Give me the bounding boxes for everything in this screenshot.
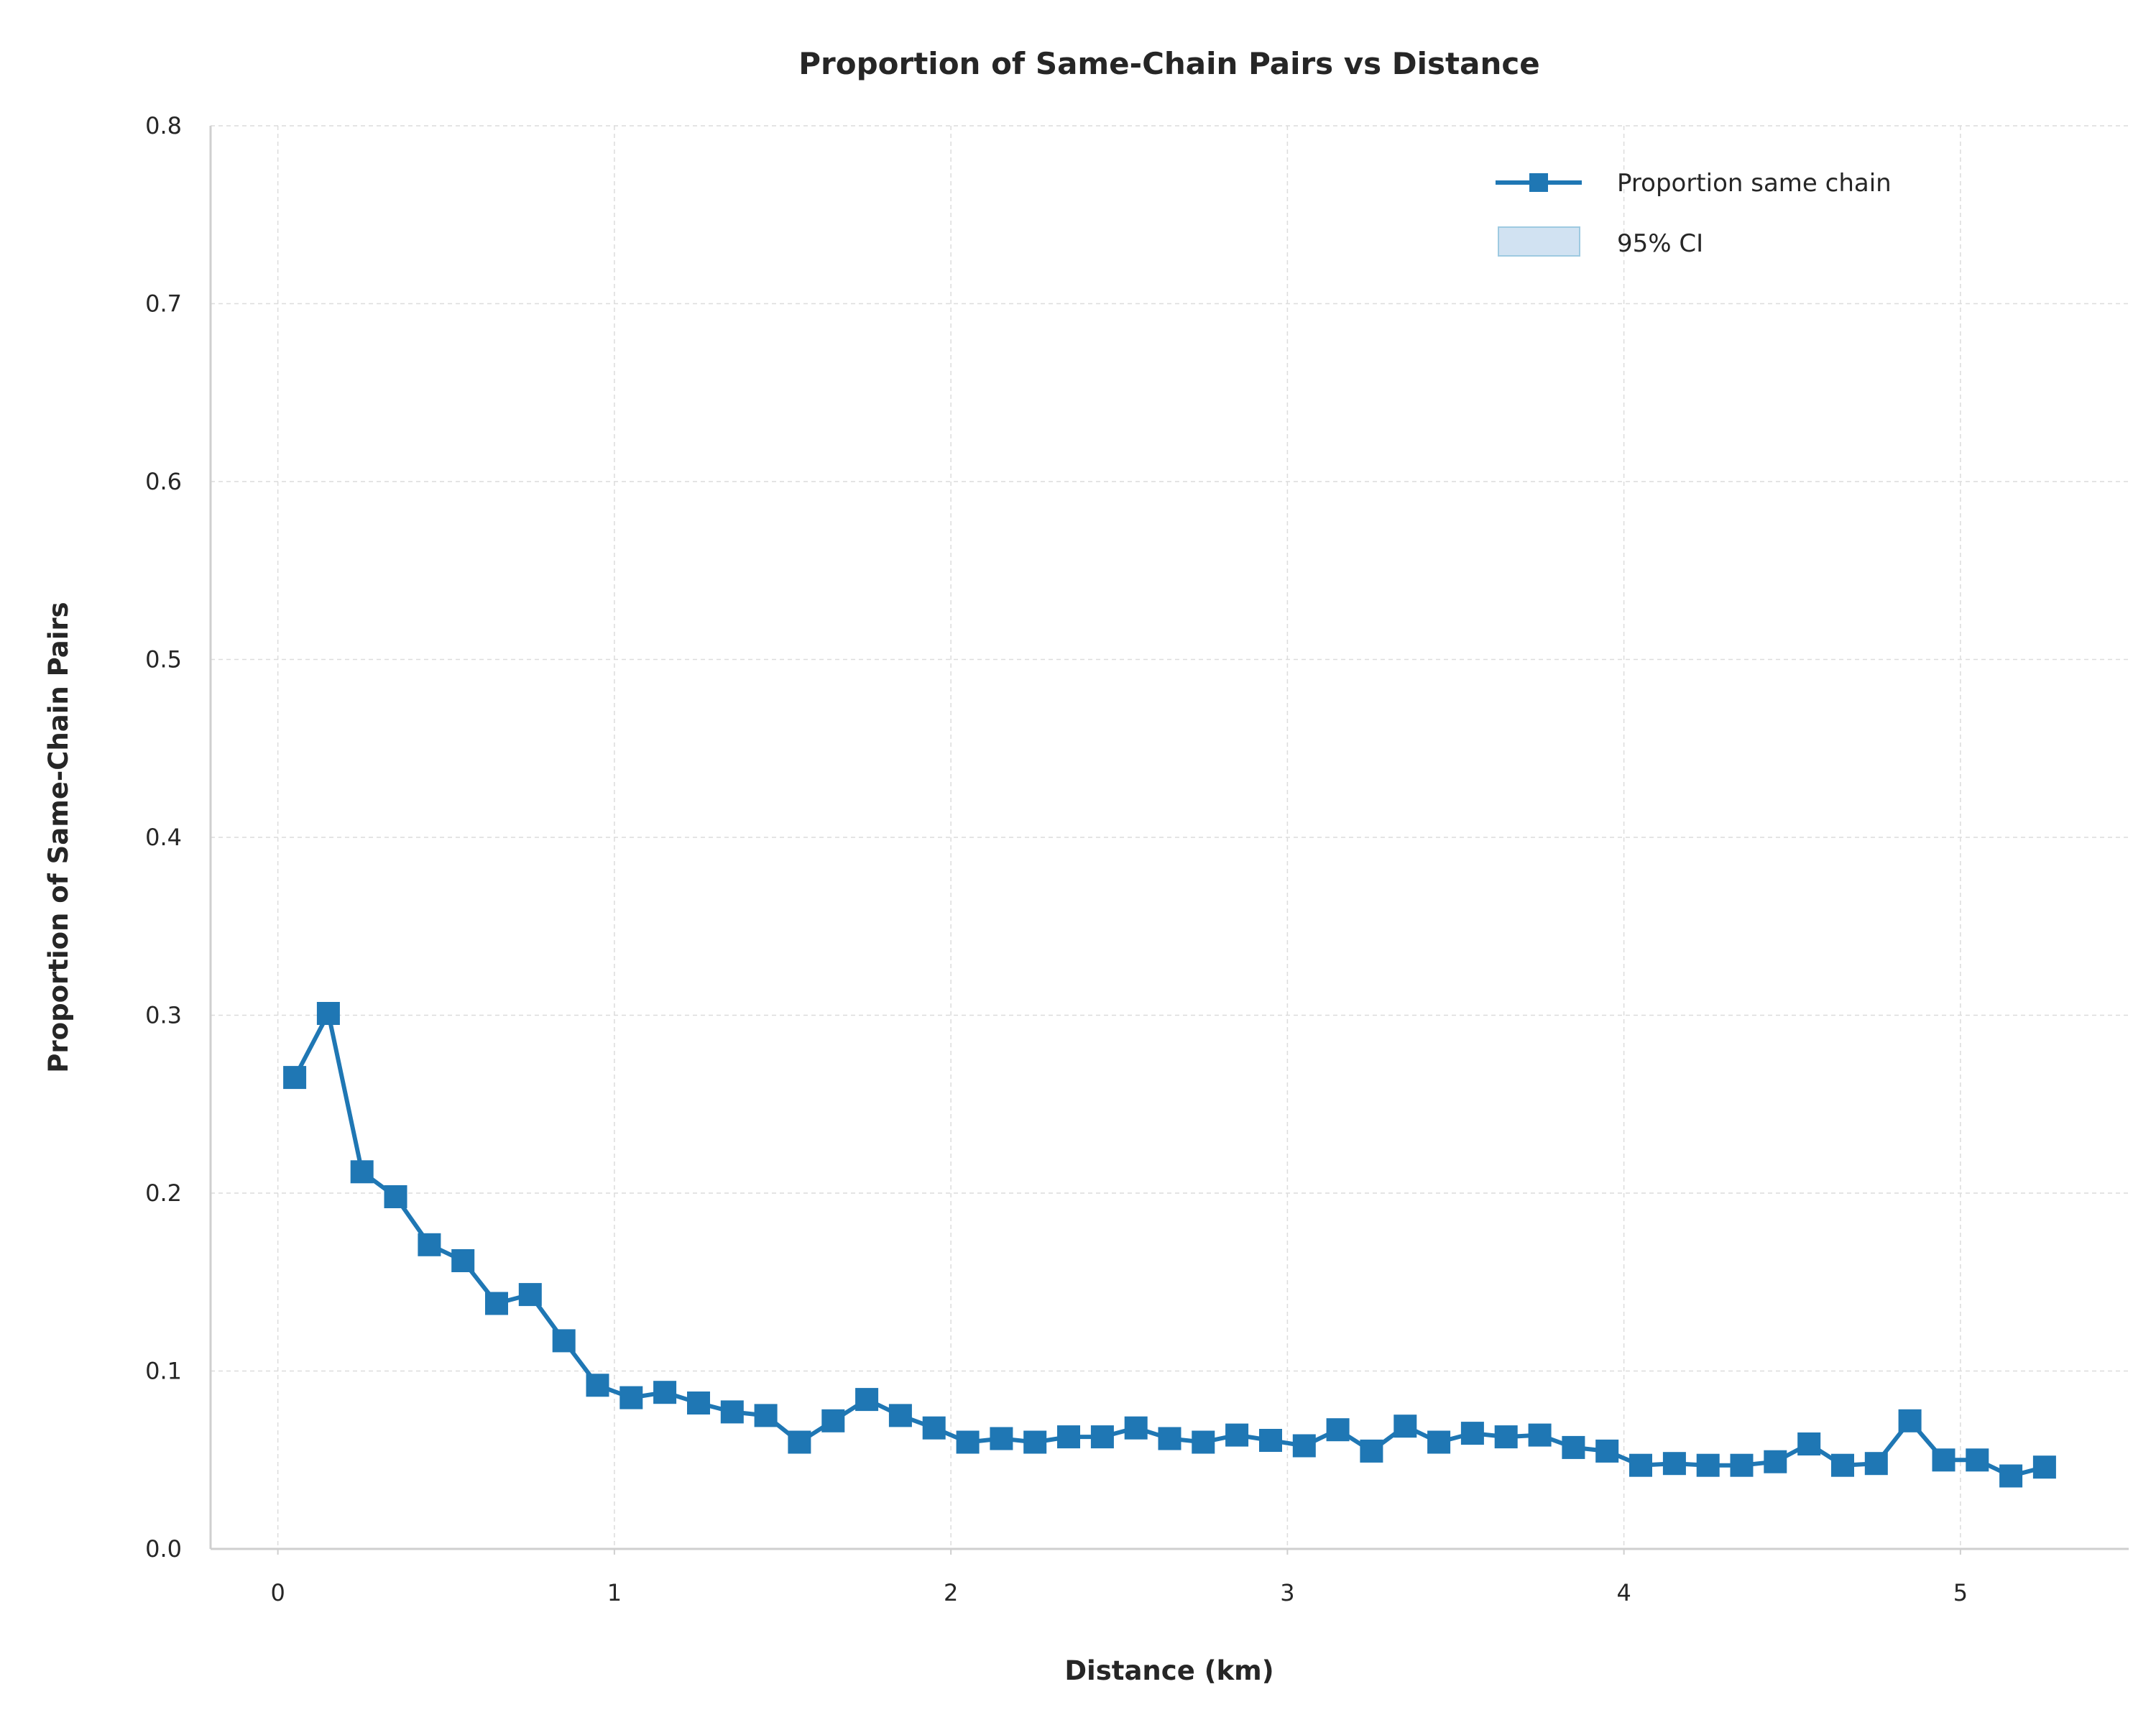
data-point bbox=[283, 1066, 307, 1090]
y-tick-label: 0.5 bbox=[145, 646, 182, 673]
data-point bbox=[350, 1160, 374, 1184]
data-point bbox=[1528, 1423, 1552, 1447]
x-tick-label: 3 bbox=[1280, 1579, 1294, 1606]
data-point bbox=[1393, 1414, 1417, 1438]
data-point bbox=[1460, 1422, 1484, 1445]
x-tick-label: 5 bbox=[1953, 1579, 1968, 1606]
data-point bbox=[1158, 1427, 1181, 1450]
legend-marker-swatch bbox=[1529, 173, 1548, 192]
y-tick-label: 0.2 bbox=[145, 1179, 182, 1207]
x-tick-label: 0 bbox=[270, 1579, 285, 1606]
y-tick-label: 0.7 bbox=[145, 290, 182, 318]
tick-labels: 0.0 0.1 0.2 0.3 0.4 0.5 0.6 0.7 0.8 0 1 2 3 4 5 bbox=[145, 112, 1968, 1606]
data-point bbox=[1360, 1439, 1383, 1463]
y-tick-label: 0.4 bbox=[145, 824, 182, 851]
data-point bbox=[1057, 1425, 1080, 1449]
data-point bbox=[788, 1430, 811, 1454]
axes-spines bbox=[209, 126, 2129, 1550]
data-point bbox=[1696, 1453, 1720, 1477]
data-point bbox=[1662, 1452, 1686, 1476]
data-point bbox=[619, 1386, 643, 1409]
data-point bbox=[956, 1430, 980, 1454]
data-point bbox=[518, 1283, 542, 1307]
data-point bbox=[1730, 1453, 1754, 1477]
legend: Proportion same chain 95% CI bbox=[1496, 169, 1892, 258]
y-axis-label: Proportion of Same-Chain Pairs bbox=[43, 602, 74, 1072]
data-point bbox=[1595, 1439, 1619, 1463]
data-point bbox=[687, 1392, 710, 1414]
legend-label-series: Proportion same chain bbox=[1617, 169, 1892, 198]
data-point bbox=[1932, 1448, 1955, 1472]
data-point bbox=[1999, 1464, 2023, 1488]
legend-ci-swatch bbox=[1498, 226, 1580, 257]
data-point bbox=[990, 1427, 1013, 1450]
y-tick-label: 0.3 bbox=[145, 1002, 182, 1029]
data-point bbox=[1427, 1430, 1451, 1454]
data-point bbox=[855, 1388, 879, 1412]
y-tick-label: 0.1 bbox=[145, 1358, 182, 1385]
x-tick-label: 4 bbox=[1616, 1579, 1631, 1606]
x-axis-label: Distance (km) bbox=[1064, 1655, 1273, 1686]
data-point bbox=[1090, 1425, 1114, 1449]
data-point bbox=[653, 1381, 677, 1404]
data-point bbox=[922, 1416, 946, 1440]
y-tick-label: 0.0 bbox=[145, 1535, 182, 1563]
data-point bbox=[1864, 1452, 1888, 1476]
chart-title: Proportion of Same-Chain Pairs vs Distan… bbox=[798, 46, 1540, 81]
data-point bbox=[2032, 1455, 2056, 1479]
data-point bbox=[720, 1400, 744, 1424]
data-point bbox=[1966, 1448, 1989, 1472]
y-tick-label: 0.6 bbox=[145, 468, 182, 495]
y-tick-label: 0.8 bbox=[145, 112, 182, 139]
data-point bbox=[418, 1233, 441, 1256]
x-tick-label: 1 bbox=[607, 1579, 622, 1606]
data-point bbox=[1797, 1432, 1821, 1455]
x-tick-label: 2 bbox=[944, 1579, 958, 1606]
data-point bbox=[1259, 1429, 1282, 1452]
data-point bbox=[586, 1374, 609, 1397]
data-point bbox=[888, 1404, 912, 1427]
data-point bbox=[1023, 1430, 1047, 1454]
data-point bbox=[1898, 1409, 1922, 1432]
data-point bbox=[451, 1249, 475, 1272]
data-point bbox=[1326, 1418, 1350, 1442]
data-point bbox=[1831, 1453, 1854, 1477]
data-point bbox=[316, 1002, 340, 1025]
data-point bbox=[754, 1404, 778, 1427]
data-point bbox=[1192, 1430, 1215, 1454]
data-point bbox=[552, 1329, 576, 1353]
data-point bbox=[1764, 1450, 1787, 1473]
data-point bbox=[1225, 1423, 1249, 1447]
grid-lines bbox=[211, 125, 2129, 1550]
data-point bbox=[384, 1185, 407, 1208]
data-point bbox=[485, 1292, 508, 1315]
data-point bbox=[821, 1409, 845, 1432]
legend-label-ci: 95% CI bbox=[1617, 229, 1703, 258]
data-point bbox=[1629, 1453, 1652, 1477]
data-point bbox=[1292, 1434, 1316, 1458]
data-point bbox=[1562, 1435, 1585, 1459]
data-point bbox=[1124, 1416, 1148, 1440]
series-layer bbox=[283, 1002, 2056, 1488]
data-point bbox=[1494, 1425, 1518, 1449]
